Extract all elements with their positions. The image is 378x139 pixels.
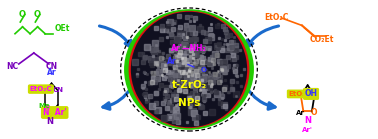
FancyArrowPatch shape	[246, 26, 279, 48]
Text: O: O	[200, 67, 206, 73]
Ellipse shape	[131, 12, 247, 127]
Text: Ar: Ar	[167, 57, 177, 66]
Text: N  Ar': N Ar'	[43, 108, 67, 117]
Text: Ar: Ar	[47, 68, 56, 77]
Text: Ar: Ar	[296, 110, 305, 116]
Text: CO₂Et: CO₂Et	[310, 35, 334, 44]
Text: O: O	[34, 10, 41, 19]
Text: NPs: NPs	[178, 98, 200, 108]
Ellipse shape	[129, 11, 249, 128]
Text: CN: CN	[46, 62, 58, 71]
Ellipse shape	[124, 9, 254, 130]
Text: N: N	[46, 117, 53, 126]
Text: CN: CN	[53, 87, 64, 93]
Text: EtO₂C: EtO₂C	[29, 86, 52, 92]
Text: t-ZrO₂: t-ZrO₂	[171, 80, 207, 90]
Text: EtO₂C: EtO₂C	[264, 13, 289, 22]
FancyArrowPatch shape	[245, 86, 275, 109]
Text: O: O	[310, 108, 317, 117]
Text: Ar'—NH₂: Ar'—NH₂	[171, 44, 207, 53]
Text: Ar': Ar'	[302, 127, 313, 133]
Text: OEt: OEt	[54, 24, 70, 33]
Text: Me: Me	[39, 103, 50, 109]
Text: OH: OH	[305, 89, 318, 98]
Text: EtO₂C: EtO₂C	[288, 91, 311, 97]
Text: O: O	[19, 10, 26, 19]
FancyArrowPatch shape	[99, 26, 132, 48]
Text: N: N	[304, 116, 311, 125]
FancyArrowPatch shape	[103, 86, 133, 109]
Text: NC: NC	[7, 62, 19, 71]
Text: H: H	[46, 105, 50, 110]
